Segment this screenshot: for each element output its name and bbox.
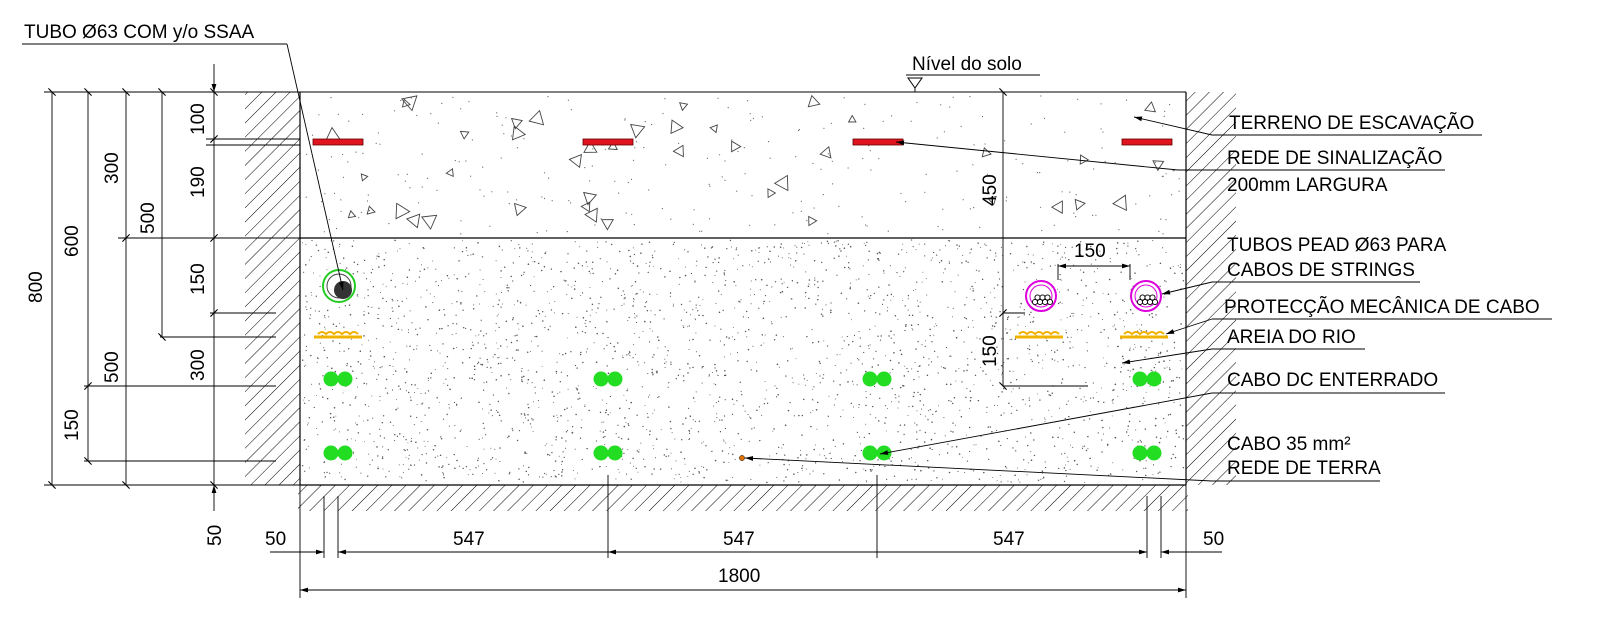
dim-547: 547 (993, 529, 1025, 550)
river-sand-layer (300, 238, 1186, 485)
signal-tape (1121, 138, 1173, 146)
label-proteccao: PROTECÇÃO MECÂNICA DE CABO (1224, 296, 1540, 318)
dim-100: 100 (188, 103, 209, 135)
right-dimensions: 450 150 150 (980, 88, 1131, 390)
ground-level-label: Nível do solo (912, 54, 1022, 75)
signal-tapes (312, 138, 1173, 146)
dim-500: 500 (102, 351, 123, 383)
dim-50: 50 (1203, 529, 1224, 550)
dim-150: 150 (188, 263, 209, 295)
label-rede-sinalizacao: REDE DE SINALIZAÇÃO (1227, 147, 1442, 169)
ground-hatching (245, 92, 1236, 511)
label-cabo-35: CABO 35 mm² (1227, 434, 1351, 455)
signal-tape (312, 138, 364, 146)
dim-150: 150 (62, 409, 83, 441)
ssaa-tube (322, 269, 356, 303)
mechanical-protection (314, 331, 1168, 339)
label-tubo-ssaa: TUBO Ø63 COM y/o SSAA (24, 22, 254, 43)
backfill-texture (305, 94, 1180, 235)
dim-800: 800 (26, 271, 47, 303)
dim-150: 150 (980, 335, 1001, 367)
dim-50: 50 (265, 529, 286, 550)
label-cabos-strings: CABOS DE STRINGS (1227, 260, 1415, 281)
bottom-dimensions: 50 547 547 547 50 1800 (265, 475, 1224, 598)
label-tubos-pead: TUBOS PEAD Ø63 PARA (1227, 235, 1447, 256)
dc-cables (323, 371, 1162, 461)
signal-tape (852, 138, 904, 146)
dc-cable-pair (862, 371, 892, 387)
dc-cable-pair (593, 445, 623, 461)
dim-300: 300 (188, 349, 209, 381)
label-terreno: TERRENO DE ESCAVAÇÃO (1229, 112, 1474, 134)
pead-tube (1130, 280, 1162, 312)
dim-1800: 1800 (718, 566, 760, 587)
dc-cable-pair (323, 445, 353, 461)
signal-tape (582, 138, 634, 146)
label-areia: AREIA DO RIO (1227, 327, 1356, 348)
dim-450: 450 (980, 174, 1001, 206)
annotations: TUBO Ø63 COM y/o SSAA TERRENO DE ESCAVAÇ… (22, 22, 1552, 482)
excavation-backfill-layer (300, 92, 1186, 238)
dc-cable-pair (1132, 371, 1162, 387)
earth-cable (739, 455, 745, 461)
dim-300: 300 (102, 152, 123, 184)
label-rede-terra: REDE DE TERRA (1227, 458, 1381, 479)
pead-tube (1025, 280, 1057, 312)
dim-190: 190 (188, 166, 209, 198)
left-dimensions: 100 190 150 300 50 300 500 600 500 150 8… (26, 64, 300, 546)
label-largura: 200mm LARGURA (1227, 175, 1388, 196)
label-cabo-dc: CABO DC ENTERRADO (1227, 370, 1438, 391)
dim-150-spacing: 150 (1074, 241, 1106, 262)
dim-50: 50 (205, 525, 226, 546)
dc-cable-pair (593, 371, 623, 387)
trench-outline (299, 91, 1187, 486)
dim-600: 600 (62, 225, 83, 257)
dim-500: 500 (138, 202, 159, 234)
ground-level-marker: Nível do solo (906, 54, 1040, 92)
dim-547: 547 (453, 529, 485, 550)
dc-cable-pair (323, 371, 353, 387)
dim-547: 547 (723, 529, 755, 550)
dc-cable-pair (1132, 445, 1162, 461)
